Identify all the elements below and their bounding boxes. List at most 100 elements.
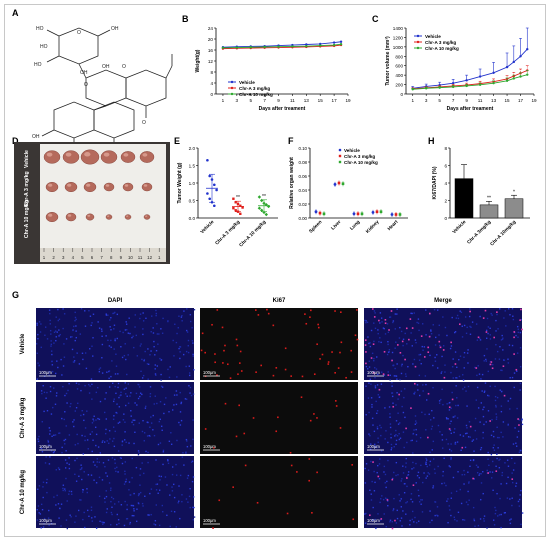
nucleus xyxy=(455,317,458,319)
nucleus xyxy=(486,527,488,529)
ki67-cell xyxy=(517,418,519,420)
nucleus xyxy=(164,476,167,478)
ki67-cell xyxy=(469,310,471,313)
nucleus xyxy=(401,363,403,366)
nucleus xyxy=(142,505,144,507)
nucleus xyxy=(511,472,513,474)
nucleus xyxy=(55,316,57,318)
ki67-cell xyxy=(377,475,380,478)
ruler-label: 11 xyxy=(138,255,143,260)
nucleus xyxy=(43,410,45,413)
nucleus xyxy=(367,469,370,471)
y-tick-label: 1.5 xyxy=(189,164,196,169)
nucleus xyxy=(47,517,50,519)
data-point xyxy=(505,79,509,82)
data-point xyxy=(319,44,322,47)
y-tick-label: 800 xyxy=(395,54,403,59)
data-point xyxy=(260,208,264,212)
nucleus xyxy=(389,379,391,381)
nucleus xyxy=(450,345,453,347)
nucleus xyxy=(387,504,389,507)
nucleus xyxy=(144,407,147,409)
nucleus xyxy=(458,358,460,361)
nucleus xyxy=(479,421,481,423)
ruler-label: 2 xyxy=(52,255,55,260)
nucleus xyxy=(515,485,517,487)
nucleus xyxy=(507,465,510,467)
nucleus xyxy=(469,465,471,468)
nucleus xyxy=(506,497,509,499)
nucleus xyxy=(441,355,443,358)
nucleus xyxy=(92,355,94,357)
ki67-cell xyxy=(442,349,445,351)
nucleus xyxy=(144,495,146,497)
nucleus xyxy=(182,353,185,356)
nucleus xyxy=(98,370,101,373)
bar xyxy=(479,204,499,219)
data-point xyxy=(478,75,482,78)
nucleus xyxy=(460,311,463,314)
nucleus xyxy=(417,389,419,391)
nucleus xyxy=(110,496,113,499)
nucleus xyxy=(489,334,492,336)
nucleus xyxy=(81,478,83,481)
nucleus xyxy=(434,356,436,359)
ki67-cell xyxy=(411,327,414,329)
nucleus xyxy=(80,499,82,501)
data-point xyxy=(239,204,242,207)
nucleus xyxy=(185,329,188,332)
nucleus xyxy=(55,336,57,338)
ki67-cell xyxy=(511,478,514,480)
nucleus xyxy=(125,404,127,407)
tumor xyxy=(85,213,95,221)
nucleus xyxy=(183,464,185,466)
nucleus xyxy=(44,326,47,328)
nucleus xyxy=(84,427,87,429)
nucleus xyxy=(54,326,57,328)
nucleus xyxy=(105,490,107,492)
ki67-cell xyxy=(331,351,333,353)
nucleus xyxy=(139,392,142,394)
nucleus xyxy=(463,367,465,369)
y-tick-label: 16 xyxy=(208,48,214,53)
ki67-cell xyxy=(327,363,330,365)
nucleus xyxy=(484,382,487,384)
nucleus xyxy=(478,472,481,475)
nucleus xyxy=(101,335,103,338)
nucleus xyxy=(74,311,76,314)
tumor xyxy=(64,181,78,193)
nucleus xyxy=(53,331,56,334)
nucleus xyxy=(134,431,136,433)
nucleus xyxy=(381,495,383,497)
nucleus xyxy=(385,430,387,432)
nucleus xyxy=(519,382,522,385)
nucleus xyxy=(133,515,135,517)
nucleus xyxy=(171,486,173,488)
nucleus xyxy=(55,504,57,506)
nucleus xyxy=(422,390,424,392)
nucleus xyxy=(397,474,399,476)
data-point xyxy=(235,46,239,49)
nucleus xyxy=(48,427,51,429)
ki67-cell xyxy=(373,316,376,318)
nucleus xyxy=(180,402,182,405)
nucleus xyxy=(170,443,173,445)
nucleus xyxy=(63,418,65,421)
nucleus xyxy=(491,314,493,316)
ki67-cell xyxy=(380,518,383,520)
tumor xyxy=(143,214,151,220)
nucleus xyxy=(106,371,108,373)
ki67-cell xyxy=(304,313,306,315)
nucleus xyxy=(150,350,152,352)
ki67-cell xyxy=(214,361,216,364)
nucleus xyxy=(384,407,386,409)
nucleus xyxy=(473,450,475,452)
nucleus xyxy=(395,461,398,464)
nucleus xyxy=(160,379,162,381)
nucleus xyxy=(141,502,144,505)
nucleus xyxy=(500,339,503,341)
nucleus xyxy=(89,385,91,387)
column-label: Ki67 xyxy=(273,298,286,304)
nucleus xyxy=(450,432,452,435)
nucleus xyxy=(61,374,63,376)
